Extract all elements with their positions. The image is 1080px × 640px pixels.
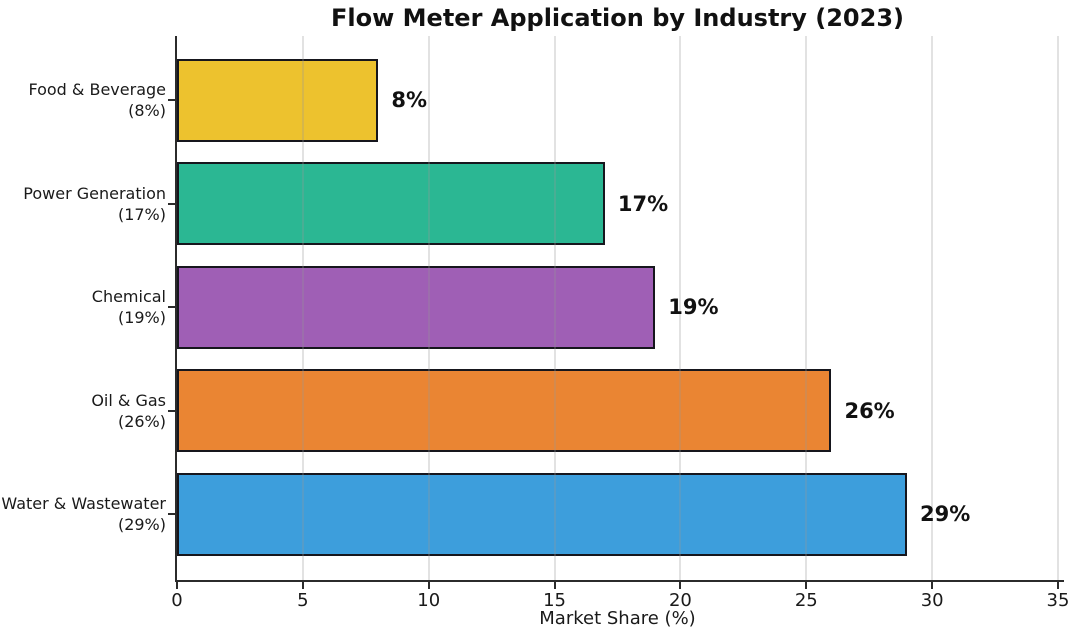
y-tick-mark: [168, 202, 176, 205]
y-tick-label: Oil & Gas (26%): [91, 390, 166, 431]
x-tick-label: 35: [1046, 590, 1070, 611]
x-tick-mark: [176, 582, 178, 589]
bar-value-label: 17%: [617, 191, 669, 216]
x-tick-mark: [301, 582, 304, 589]
bar-value-label: 8%: [391, 88, 428, 112]
bar: [177, 58, 379, 142]
bar-value-label: 19%: [668, 295, 719, 319]
y-tick-mark: [168, 306, 176, 308]
y-tick-label: Power Generation (17%): [23, 183, 166, 224]
x-tick-label: 0: [171, 590, 183, 611]
y-tick-mark: [168, 409, 176, 412]
x-tick-label: 25: [794, 590, 818, 611]
y-tick-mark: [168, 513, 176, 515]
bar-value-label: 29%: [919, 502, 971, 526]
y-tick-label: Water & Wastewater (29%): [1, 494, 166, 534]
y-axis-spine: [175, 36, 177, 582]
x-tick-label: 10: [417, 590, 441, 611]
x-tick-mark: [931, 582, 934, 589]
x-tick-label: 20: [668, 590, 692, 611]
y-tick-mark: [168, 99, 176, 101]
x-tick-label: 15: [543, 590, 567, 611]
x-axis-label: Market Share (%): [539, 608, 696, 629]
bar: [177, 369, 832, 452]
chart-title: Flow Meter Application by Industry (2023…: [331, 4, 904, 32]
bar: [177, 472, 907, 556]
y-tick-label: Food & Beverage (8%): [28, 80, 166, 120]
bar: [177, 162, 605, 245]
gridline: [1057, 36, 1059, 580]
x-axis-spine: [175, 580, 1064, 582]
bar-value-label: 26%: [844, 398, 895, 423]
x-tick-mark: [427, 582, 430, 589]
x-tick-mark: [553, 582, 556, 589]
x-tick-mark: [679, 582, 682, 589]
x-tick-label: 30: [920, 590, 944, 611]
x-tick-mark: [805, 582, 808, 589]
x-tick-mark: [1057, 582, 1059, 589]
x-tick-label: 5: [297, 590, 309, 611]
bar: [177, 265, 656, 349]
gridline: [931, 36, 934, 580]
y-tick-label: Chemical (19%): [91, 287, 166, 327]
